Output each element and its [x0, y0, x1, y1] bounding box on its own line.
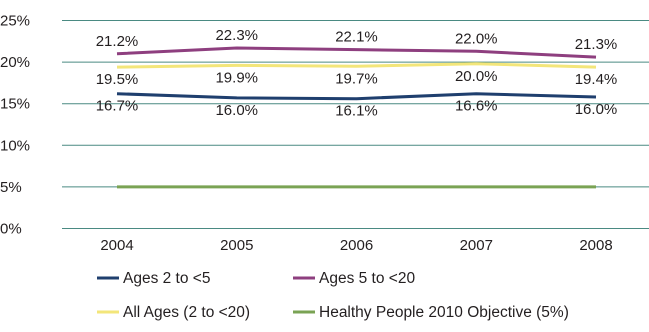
data-label: 19.5%: [96, 71, 139, 88]
data-label: 21.2%: [96, 33, 139, 50]
legend-label: Healthy People 2010 Objective (5%): [319, 304, 569, 321]
series-lines: [116, 46, 597, 189]
data-label: 22.3%: [215, 27, 258, 44]
legend-label: Ages 5 to <20: [319, 270, 415, 287]
data-label: 19.9%: [215, 69, 258, 86]
y-tick-label: 25%: [0, 13, 30, 30]
y-tick-label: 10%: [0, 137, 30, 154]
legend-label: Ages 2 to <5: [123, 270, 210, 287]
x-axis-ticks: 2004 2005 2006 2007 2008: [100, 237, 612, 254]
data-label: 22.0%: [455, 30, 498, 47]
y-axis-ticks: 0% 5% 10% 15% 20% 25%: [0, 13, 30, 238]
x-tick-label: 2008: [579, 237, 612, 254]
data-label: 19.4%: [575, 71, 618, 88]
data-label: 16.0%: [575, 101, 618, 118]
data-label: 21.3%: [575, 36, 618, 53]
x-tick-label: 2007: [460, 237, 493, 254]
legend: Ages 2 to <5 Ages 5 to <20 All Ages (2 to …: [97, 270, 569, 321]
data-label: 20.0%: [455, 68, 498, 85]
y-tick-label: 15%: [0, 96, 30, 113]
series-line-0: [116, 92, 597, 101]
legend-label: All Ages (2 to <20): [123, 304, 250, 321]
data-label: 16.7%: [96, 98, 139, 115]
series-line-1: [116, 46, 597, 59]
data-label: 16.0%: [215, 102, 258, 119]
y-tick-label: 5%: [0, 179, 22, 196]
data-label: 19.7%: [335, 70, 378, 87]
data-label: 22.1%: [335, 29, 378, 46]
series-line-2: [116, 62, 597, 69]
x-tick-label: 2004: [100, 237, 133, 254]
data-label: 16.6%: [455, 98, 498, 115]
x-tick-label: 2005: [220, 237, 253, 254]
x-tick-label: 2006: [340, 237, 373, 254]
data-labels: 16.7% 16.0% 16.1% 16.6% 16.0% 21.2% 22.3% 22.1%…: [96, 27, 618, 120]
y-tick-label: 20%: [0, 54, 30, 71]
data-label: 16.1%: [335, 103, 378, 120]
y-tick-label: 0%: [0, 221, 22, 238]
